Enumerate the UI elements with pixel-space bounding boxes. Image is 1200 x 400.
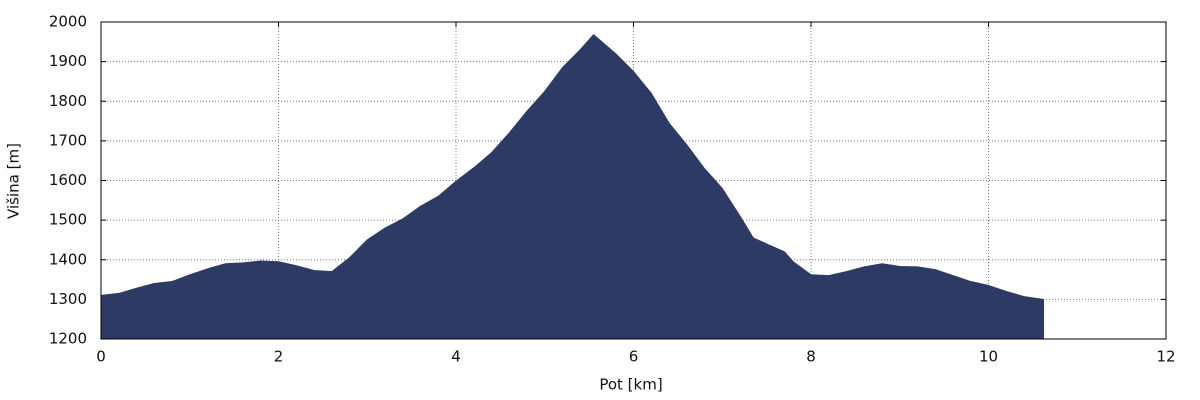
x-tick-label: 10 <box>979 348 998 366</box>
elevation-area <box>100 33 1045 340</box>
x-tick-label: 8 <box>806 348 816 366</box>
plot-frame <box>100 21 1167 340</box>
x-tick-label: 2 <box>274 348 284 366</box>
x-tick-label: 4 <box>451 348 461 366</box>
y-tick-label: 1800 <box>49 92 87 110</box>
y-tick-label: 1300 <box>49 290 87 308</box>
y-axis-label: Višina [m] <box>5 143 23 219</box>
y-tick-label: 2000 <box>49 13 87 31</box>
y-tick-label: 1500 <box>49 211 87 229</box>
y-tick-label: 1700 <box>49 131 87 149</box>
x-tick-label: 6 <box>629 348 639 366</box>
y-tick-label: 1200 <box>49 330 87 348</box>
y-tick-label: 1400 <box>49 250 87 268</box>
x-axis-label: Pot [km] <box>599 376 662 394</box>
y-tick-label: 1600 <box>49 171 87 189</box>
y-tick-label: 1900 <box>49 52 87 70</box>
x-tick-label: 0 <box>96 348 106 366</box>
x-tick-label: 12 <box>1156 348 1175 366</box>
